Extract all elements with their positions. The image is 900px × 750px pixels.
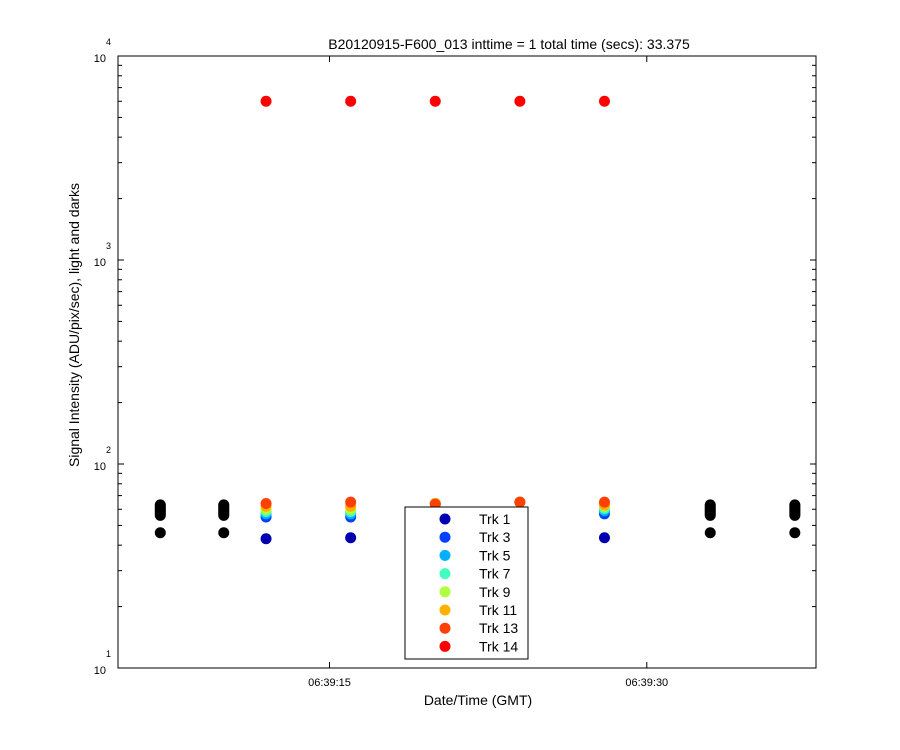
- y-tick-exponent: 4: [106, 37, 111, 47]
- legend-label: Trk 7: [479, 566, 511, 582]
- dark-point: [154, 527, 166, 539]
- data-point: [345, 496, 357, 508]
- legend-marker: [439, 586, 451, 598]
- legend-marker: [439, 513, 451, 525]
- x-tick-label: 06:39:30: [625, 677, 668, 689]
- data-point: [514, 95, 526, 107]
- data-point: [260, 533, 272, 545]
- legend-label: Trk 11: [479, 602, 517, 618]
- legend-marker: [439, 640, 451, 652]
- chart-title: B20120915-F600_013 inttime = 1 total tim…: [328, 36, 690, 52]
- y-axis-label: Signal Intensity (ADU/pix/sec), light an…: [66, 183, 82, 467]
- dark-point: [218, 527, 230, 539]
- dark-point: [789, 499, 801, 511]
- dark-point: [154, 499, 166, 511]
- y-tick-label: 10: [94, 257, 106, 269]
- legend-marker: [439, 568, 451, 580]
- data-point: [598, 532, 610, 544]
- y-tick-exponent: 3: [106, 241, 111, 251]
- legend-label: Trk 3: [479, 529, 511, 545]
- legend-label: Trk 14: [479, 638, 518, 654]
- y-tick-label: 10: [94, 665, 106, 677]
- legend-box: [404, 506, 529, 660]
- data-point: [514, 496, 526, 508]
- legend-label: Trk 13: [479, 620, 518, 636]
- data-point: [260, 498, 272, 510]
- dark-point: [789, 527, 801, 539]
- data-point: [598, 496, 610, 508]
- dark-point: [218, 499, 230, 511]
- x-axis-label: Date/Time (GMT): [424, 692, 532, 708]
- data-point: [345, 95, 357, 107]
- dark-point: [704, 527, 716, 539]
- x-tick-label: 06:39:15: [308, 677, 351, 689]
- legend-label: Trk 9: [479, 584, 511, 600]
- legend-label: Trk 1: [479, 511, 511, 527]
- legend-marker: [439, 604, 451, 616]
- legend-marker: [439, 531, 451, 543]
- legend-label: Trk 5: [479, 547, 511, 563]
- y-tick-exponent: 1: [106, 649, 111, 659]
- legend: Trk 1 Trk 3 Trk 5 Trk 7 Trk 9 Trk 11 Trk 13 Trk…: [404, 506, 529, 660]
- data-point: [345, 532, 357, 544]
- y-tick-label: 10: [94, 53, 106, 65]
- data-point: [260, 95, 272, 107]
- legend-marker: [439, 549, 451, 561]
- y-tick-label: 10: [94, 461, 106, 473]
- legend-marker: [439, 622, 451, 634]
- y-tick-exponent: 2: [106, 445, 111, 455]
- dark-point: [704, 499, 716, 511]
- data-point: [598, 95, 610, 107]
- x-axis: 06:39:15 06:39:30: [308, 56, 668, 689]
- data-point: [429, 95, 441, 107]
